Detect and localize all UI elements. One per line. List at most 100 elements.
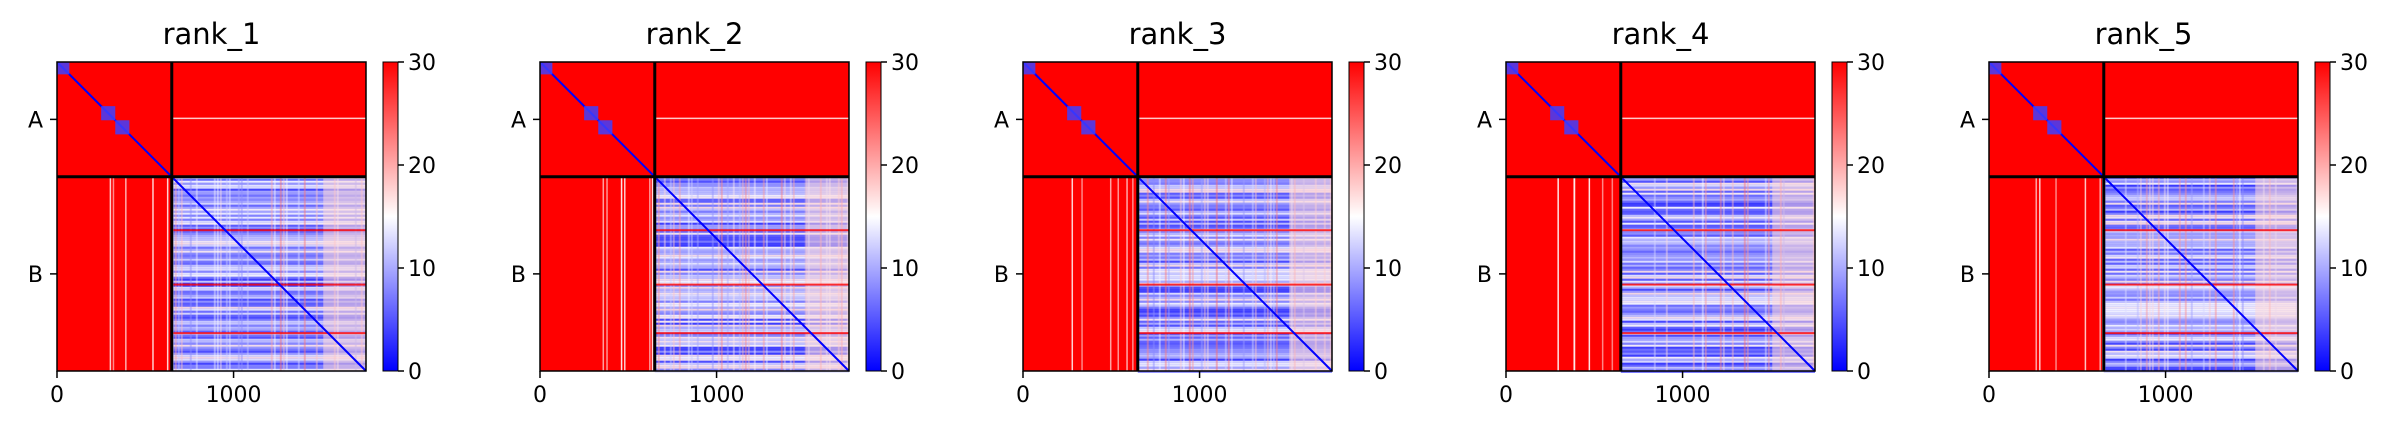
chain-b-row bbox=[1137, 214, 1332, 217]
chain-b-row bbox=[2103, 328, 2298, 331]
chain-b-row bbox=[1620, 252, 1815, 255]
chain-b-row bbox=[171, 226, 366, 229]
chain-b-column bbox=[1764, 176, 1767, 371]
chain-b-row bbox=[171, 354, 366, 357]
chain-b-row bbox=[654, 230, 849, 233]
chain-b-column bbox=[213, 176, 216, 371]
chain-b-column bbox=[297, 176, 300, 371]
diagonal-domain-block bbox=[115, 120, 130, 135]
chain-b-row bbox=[1620, 312, 1815, 315]
chain-b-column bbox=[1653, 176, 1656, 371]
chain-b-row bbox=[654, 276, 849, 279]
chain-b-row bbox=[1137, 340, 1332, 343]
chain-b-row bbox=[1620, 274, 1815, 277]
chain-b-row bbox=[171, 250, 366, 253]
chain-b-row bbox=[2103, 300, 2298, 303]
chain-b-row bbox=[2103, 278, 2298, 281]
chain-b-row bbox=[1137, 304, 1332, 307]
chain-b-row bbox=[1620, 190, 1815, 193]
chain-b-row bbox=[171, 350, 366, 353]
chain-b-column bbox=[2178, 176, 2181, 371]
chain-b-row bbox=[1620, 270, 1815, 273]
chain-b-column bbox=[696, 176, 699, 371]
chain-b-row bbox=[1137, 352, 1332, 355]
chain-b-column bbox=[1191, 176, 1194, 371]
chain-b-row bbox=[654, 236, 849, 239]
colorbar-tick-label: 10 bbox=[1857, 257, 1885, 282]
chain-b-row bbox=[171, 198, 366, 201]
inter-chain-streak bbox=[125, 176, 127, 371]
diagonal-domain-block bbox=[57, 62, 70, 75]
chain-b-row bbox=[171, 362, 366, 365]
chain-b-column bbox=[219, 176, 222, 371]
chain-b-domain-line bbox=[654, 283, 849, 286]
chain-b-column bbox=[285, 176, 288, 371]
inter-chain-streak bbox=[2035, 176, 2037, 371]
chain-b-edge bbox=[806, 176, 849, 371]
chain-b-row bbox=[171, 370, 366, 373]
chain-b-row bbox=[171, 314, 366, 317]
chain-b-column bbox=[804, 176, 807, 371]
chain-b-row bbox=[654, 270, 849, 273]
colorbar-tick-label: 20 bbox=[408, 154, 436, 179]
colorbar-tick-label: 10 bbox=[2340, 257, 2368, 282]
chain-b-row bbox=[1620, 240, 1815, 243]
chain-b-row bbox=[1620, 250, 1815, 253]
chain-b-row bbox=[2103, 340, 2298, 343]
chain-b-column bbox=[753, 176, 756, 371]
x-tick-label: 0 bbox=[1499, 383, 1513, 408]
chain-b-column bbox=[2232, 176, 2235, 371]
chain-b-row bbox=[1620, 264, 1815, 267]
chain-b-row bbox=[171, 352, 366, 355]
chain-b-row bbox=[171, 296, 366, 299]
diagonal-domain-block bbox=[101, 106, 116, 121]
chain-b-row bbox=[171, 342, 366, 345]
chain-b-row bbox=[2103, 362, 2298, 365]
chain-b-column bbox=[2139, 176, 2142, 371]
chain-b-row bbox=[171, 288, 366, 291]
chain-b-row bbox=[1137, 280, 1332, 283]
chain-b-row bbox=[654, 216, 849, 219]
chain-b-row bbox=[1137, 358, 1332, 361]
chain-b-row bbox=[2103, 276, 2298, 279]
chain-b-row bbox=[1137, 316, 1332, 319]
chain-b-row bbox=[2103, 260, 2298, 263]
chain-b-row bbox=[654, 268, 849, 271]
chain-b-row bbox=[2103, 268, 2298, 271]
chain-b-column bbox=[762, 176, 765, 371]
chain-b-row bbox=[1137, 212, 1332, 215]
diagonal-domain-block bbox=[598, 120, 613, 135]
chain-b-row bbox=[654, 182, 849, 185]
chain-b-row bbox=[1620, 302, 1815, 305]
inter-chain-streak bbox=[2055, 176, 2057, 371]
chain-b-row bbox=[2103, 288, 2298, 291]
chart-title: rank_2 bbox=[646, 17, 744, 51]
chain-b-domain-line bbox=[1137, 332, 1332, 335]
chain-b-row bbox=[1620, 360, 1815, 363]
chain-b-row bbox=[1620, 364, 1815, 367]
chain-b-row bbox=[171, 340, 366, 343]
chain-b-row bbox=[2103, 356, 2298, 359]
chain-b-column bbox=[1230, 176, 1233, 371]
chain-b-row bbox=[171, 364, 366, 367]
chain-b-row bbox=[654, 364, 849, 367]
chain-b-row bbox=[1137, 322, 1332, 325]
chain-b-row bbox=[1620, 348, 1815, 351]
chain-b-column bbox=[1203, 176, 1206, 371]
chain-b-row bbox=[1620, 308, 1815, 311]
chain-b-row bbox=[171, 286, 366, 289]
chain-b-row bbox=[2103, 224, 2298, 227]
chain-b-row bbox=[2103, 354, 2298, 357]
chain-b-row bbox=[1620, 324, 1815, 327]
inter-chain-streak bbox=[166, 176, 169, 371]
chain-b-column bbox=[1272, 176, 1275, 371]
chain-b-row bbox=[654, 240, 849, 243]
chain-b-column bbox=[1731, 176, 1734, 371]
chain-b-column bbox=[741, 176, 744, 371]
chain-b-row bbox=[171, 276, 366, 279]
chain-b-column bbox=[663, 176, 666, 371]
chain-b-row bbox=[654, 220, 849, 223]
chain-b-row bbox=[171, 260, 366, 263]
chain-b-row bbox=[1137, 296, 1332, 299]
chain-b-row bbox=[2103, 350, 2298, 353]
